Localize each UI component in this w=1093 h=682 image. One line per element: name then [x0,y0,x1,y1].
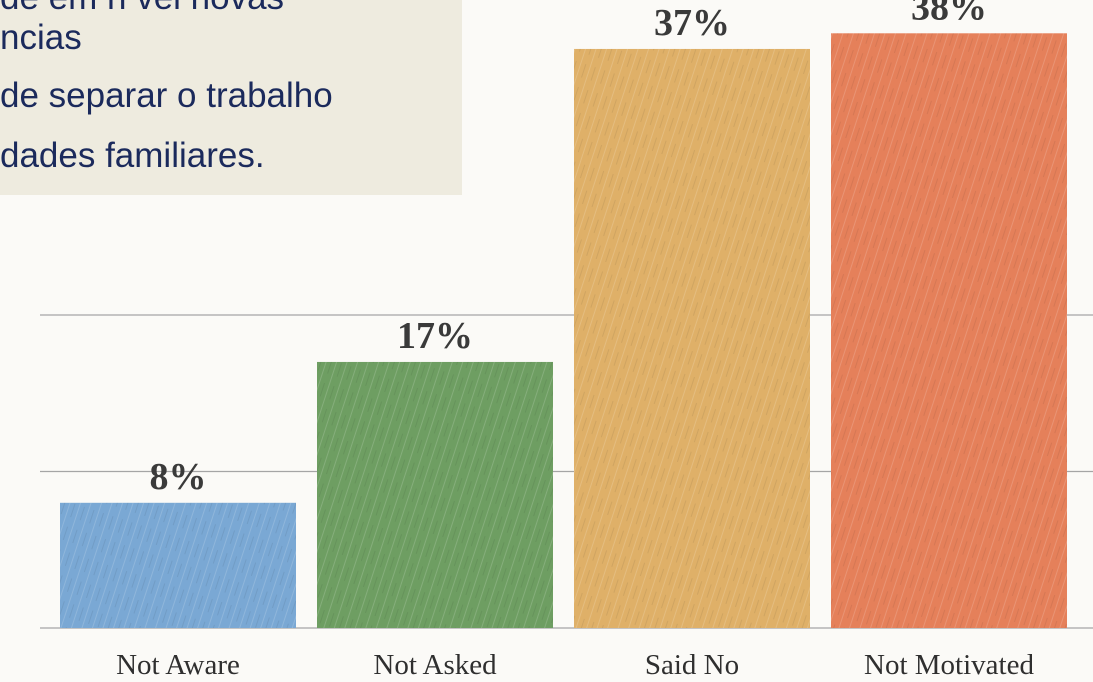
data-label-not-asked: 17% [397,315,473,357]
bar-texture [574,48,810,628]
category-label-not-aware: Not Aware [116,649,240,681]
text-callout: de em n vel novas ncias de separar o tra… [0,0,462,195]
data-label-said-no: 37% [654,2,730,44]
category-label-not-motivated: Not Motivated [864,649,1034,681]
data-label-not-aware: 8% [150,456,207,498]
bar-texture [60,502,296,628]
category-label-said-no: Said No [645,649,739,681]
data-label-not-motivated: 38% [911,0,987,28]
category-label-not-asked: Not Asked [373,649,497,681]
callout-line-1: de em n vel novas [0,0,284,18]
callout-line-4: dades familiares. [0,136,265,175]
bar-texture [831,33,1067,629]
bar-texture [317,361,553,628]
callout-line-2: ncias [0,18,82,57]
callout-line-3: de separar o trabalho [0,76,333,115]
